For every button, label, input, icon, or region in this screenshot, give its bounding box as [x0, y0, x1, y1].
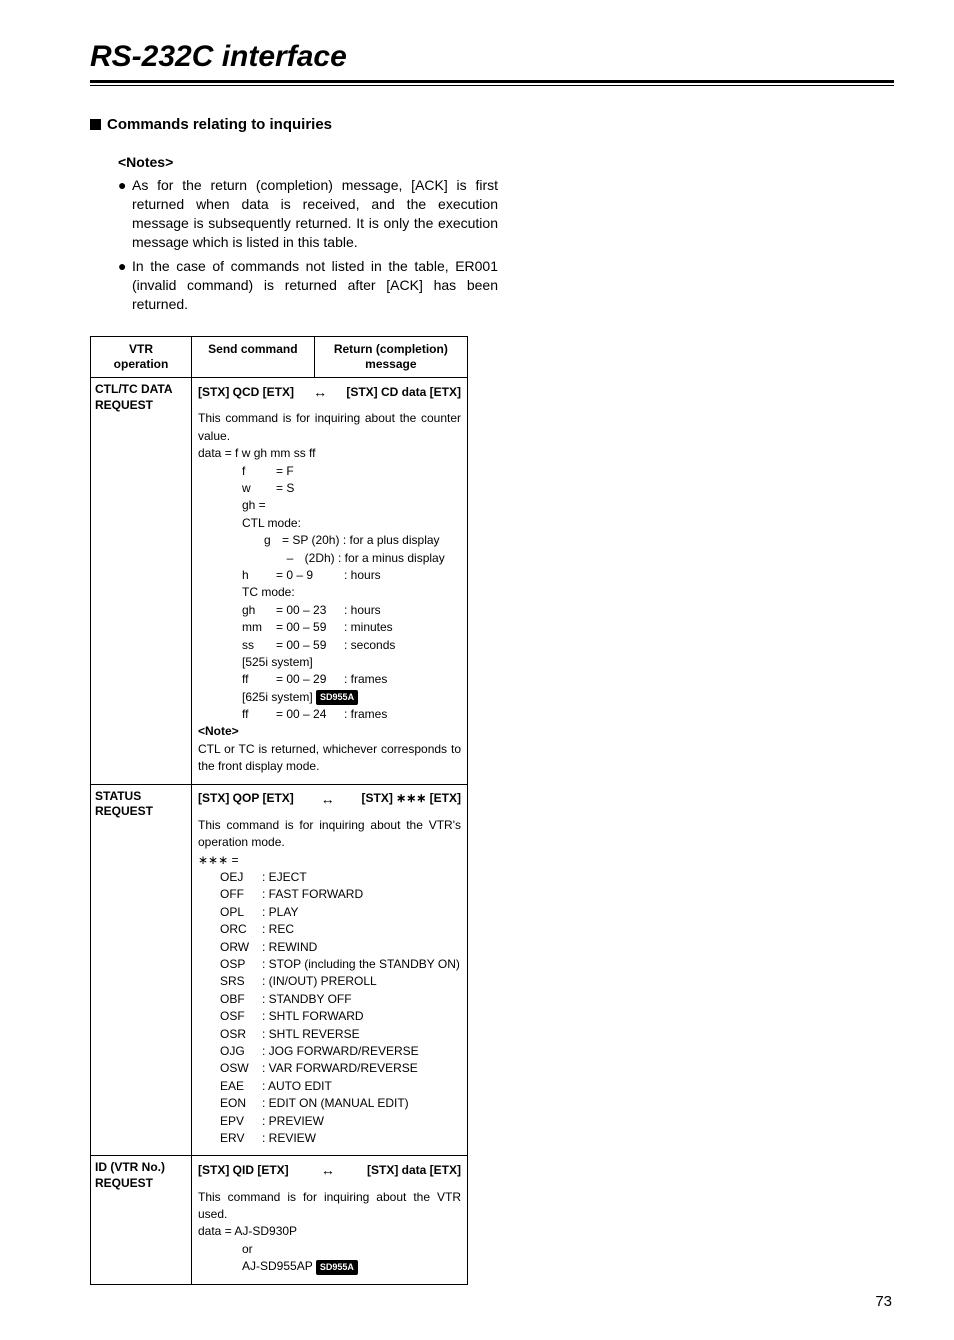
bullet-icon: ● — [118, 176, 132, 252]
alt-line: AJ-SD955AP SD955A — [242, 1258, 461, 1275]
double-arrow-icon: ↔ — [289, 1160, 367, 1180]
def-row: – (2Dh) : for a minus display — [264, 550, 461, 567]
note-item: ● In the case of commands not listed in … — [118, 257, 498, 314]
code-row: OJG: JOG FORWARD/REVERSE — [220, 1043, 461, 1060]
note-label: <Note> — [198, 723, 461, 740]
page-number: 73 — [90, 1293, 894, 1310]
code-row: OFF: FAST FORWARD — [220, 886, 461, 903]
table-row: ID (VTR No.) REQUEST [STX] QID [ETX] ↔ [… — [91, 1156, 468, 1284]
table-row: STATUS REQUEST [STX] QOP [ETX] ↔ [STX] ∗… — [91, 784, 468, 1156]
mode-label: TC mode: — [242, 584, 461, 601]
system-label: [625i system] SD955A — [242, 689, 461, 706]
commands-table: VTR operation Send command Return (compl… — [90, 336, 468, 1284]
title-rule — [90, 80, 894, 83]
bullet-icon: ● — [118, 257, 132, 314]
code-row: EON: EDIT ON (MANUAL EDIT) — [220, 1095, 461, 1112]
th-return: Return (completion) message — [314, 337, 467, 378]
square-bullet-icon — [90, 119, 101, 130]
code-row: OPL: PLAY — [220, 904, 461, 921]
note-text: CTL or TC is returned, whichever corresp… — [198, 741, 461, 776]
def-row: w= S — [242, 480, 461, 497]
code-row: OEJ: EJECT — [220, 869, 461, 886]
def-row: ss= 00 – 59: seconds — [242, 637, 461, 654]
model-badge: SD955A — [316, 690, 358, 705]
double-arrow-icon: ↔ — [294, 789, 362, 809]
send-command: [STX] QCD [ETX] — [198, 384, 294, 401]
title-rule-thin — [90, 85, 894, 86]
table-row: CTL/TC DATA REQUEST [STX] QCD [ETX] ↔ [S… — [91, 378, 468, 785]
note-item: ● As for the return (completion) message… — [118, 176, 498, 252]
mode-label: CTL mode: — [242, 515, 461, 532]
code-row: OSW: VAR FORWARD/REVERSE — [220, 1060, 461, 1077]
code-row: OSP: STOP (including the STANDBY ON) — [220, 956, 461, 973]
code-row: ERV: REVIEW — [220, 1130, 461, 1147]
def-row: g= SP (20h) : for a plus display — [264, 532, 461, 549]
code-row: EPV: PREVIEW — [220, 1113, 461, 1130]
model-badge: SD955A — [316, 1260, 358, 1275]
code-row: ORC: REC — [220, 921, 461, 938]
op-cell: STATUS REQUEST — [91, 784, 192, 1156]
data-line: data = AJ-SD930P — [198, 1223, 461, 1240]
data-line: data = f w gh mm ss ff — [198, 445, 461, 462]
note-text: As for the return (completion) message, … — [132, 176, 498, 252]
description: This command is for inquiring about the … — [198, 1189, 461, 1224]
code-row: OSR: SHTL REVERSE — [220, 1026, 461, 1043]
code-row: OBF: STANDBY OFF — [220, 991, 461, 1008]
send-command: [STX] QOP [ETX] — [198, 790, 294, 807]
notes-title: <Notes> — [118, 153, 498, 172]
code-row: OSF: SHTL FORWARD — [220, 1008, 461, 1025]
body-cell: [STX] QOP [ETX] ↔ [STX] ∗∗∗ [ETX] This c… — [192, 784, 468, 1156]
def-row: gh= 00 – 23: hours — [242, 602, 461, 619]
def-row: f= F — [242, 463, 461, 480]
send-command: [STX] QID [ETX] — [198, 1162, 289, 1179]
th-operation: VTR operation — [91, 337, 192, 378]
code-row: EAE: AUTO EDIT — [220, 1078, 461, 1095]
section-heading: Commands relating to inquiries — [90, 116, 894, 133]
notes-block: <Notes> ● As for the return (completion)… — [118, 153, 498, 314]
section-heading-text: Commands relating to inquiries — [107, 116, 332, 133]
stars-line: ∗∗∗ = — [198, 852, 461, 869]
description: This command is for inquiring about the … — [198, 817, 461, 852]
return-message: [STX] CD data [ETX] — [346, 384, 461, 401]
code-row: SRS: (IN/OUT) PREROLL — [220, 973, 461, 990]
code-row: ORW: REWIND — [220, 939, 461, 956]
def-row: ff= 00 – 29: frames — [242, 671, 461, 688]
system-label: [525i system] — [242, 654, 461, 671]
body-cell: [STX] QID [ETX] ↔ [STX] data [ETX] This … — [192, 1156, 468, 1284]
double-arrow-icon: ↔ — [294, 382, 346, 402]
page-title: RS-232C interface — [90, 40, 894, 74]
def-row: h= 0 – 9: hours — [242, 567, 461, 584]
op-cell: CTL/TC DATA REQUEST — [91, 378, 192, 785]
return-message: [STX] data [ETX] — [367, 1162, 461, 1179]
op-cell: ID (VTR No.) REQUEST — [91, 1156, 192, 1284]
def-row: gh = — [242, 497, 461, 514]
th-send: Send command — [192, 337, 315, 378]
note-text: In the case of commands not listed in th… — [132, 257, 498, 314]
or-line: or — [242, 1241, 461, 1258]
body-cell: [STX] QCD [ETX] ↔ [STX] CD data [ETX] Th… — [192, 378, 468, 785]
def-row: ff= 00 – 24: frames — [242, 706, 461, 723]
return-message: [STX] ∗∗∗ [ETX] — [362, 790, 462, 807]
def-row: mm= 00 – 59: minutes — [242, 619, 461, 636]
description: This command is for inquiring about the … — [198, 410, 461, 445]
